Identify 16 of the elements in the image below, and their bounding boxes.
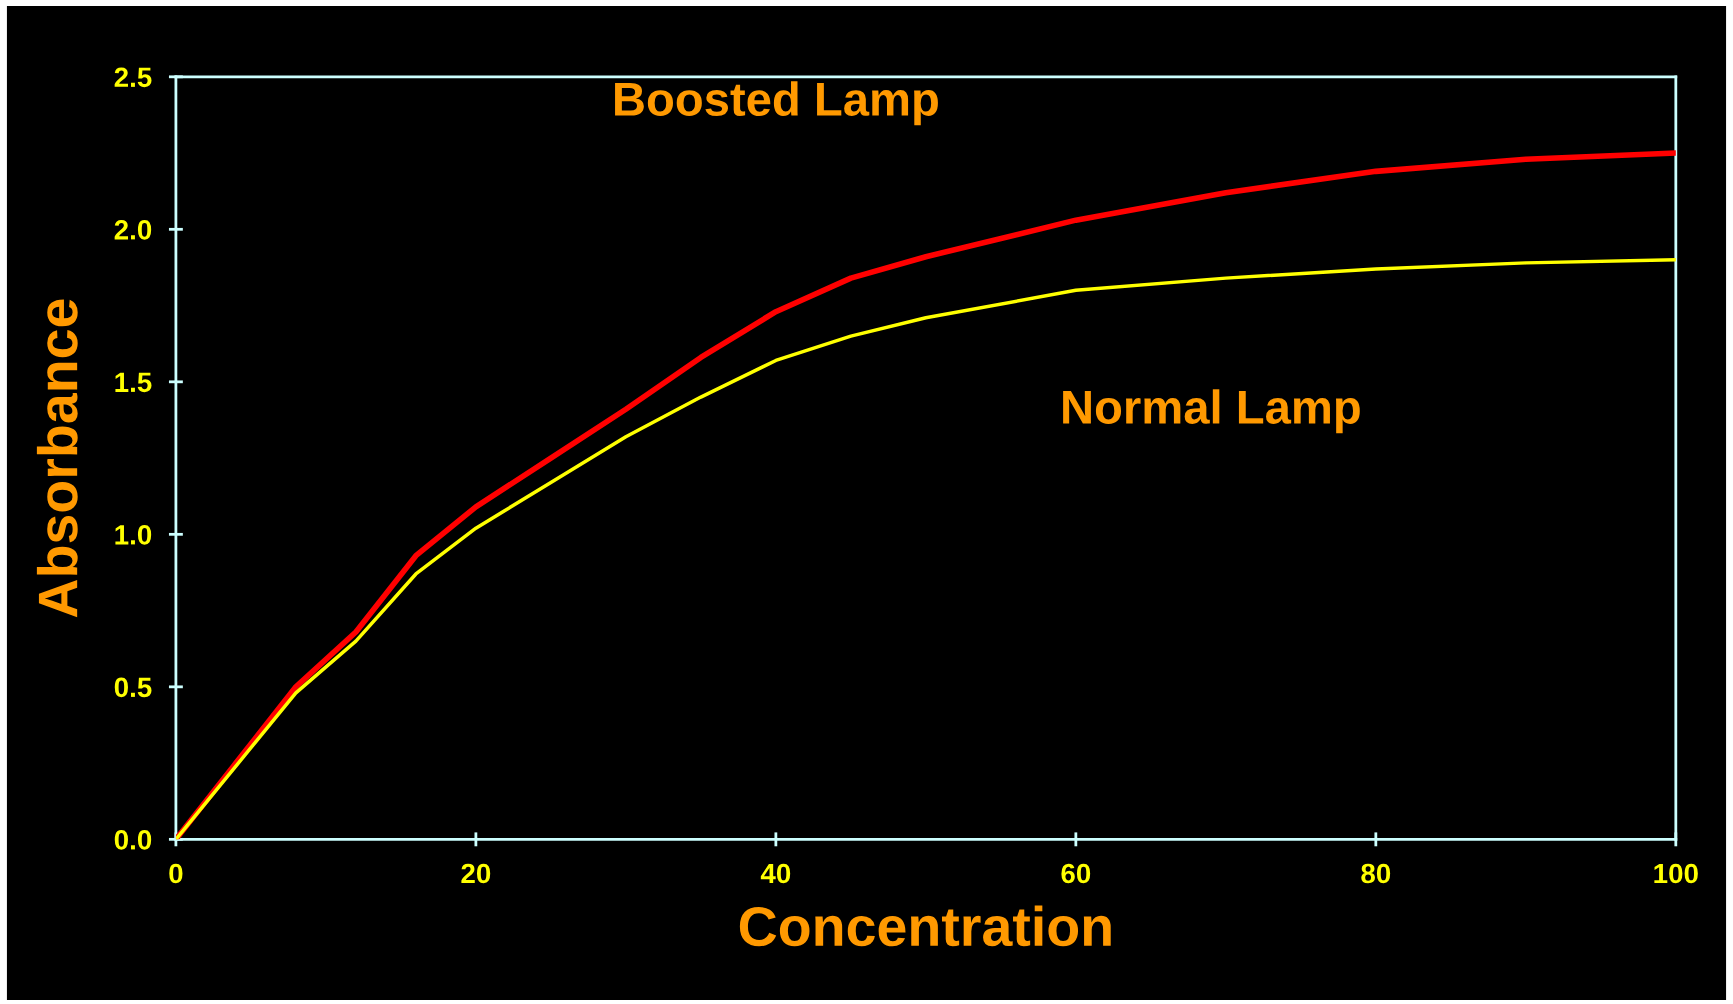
y-tick-label: 1.0 bbox=[115, 525, 152, 545]
text: Normal Lamp bbox=[1063, 389, 1360, 434]
y-tick-label: 2.5 bbox=[114, 67, 152, 88]
x-tick-label: 20 bbox=[461, 863, 491, 884]
y-tick-label: 0.0 bbox=[114, 830, 152, 850]
text: Boosted Lamp bbox=[615, 81, 938, 126]
x-tick-label: 60 bbox=[1061, 863, 1091, 884]
y-tick-label: 1.5 bbox=[115, 372, 152, 393]
x-axis-title: Concentration bbox=[739, 905, 1111, 947]
y-tick-label: 0.5 bbox=[114, 677, 152, 698]
x-tick-label: 40 bbox=[760, 863, 791, 884]
x-tick-label: 80 bbox=[1361, 863, 1391, 884]
y-axis-title: Absorbance bbox=[36, 299, 78, 618]
x-tick-label: 0 bbox=[169, 863, 183, 884]
x-tick-label: 100 bbox=[1654, 863, 1698, 884]
y-tick-label: 2.0 bbox=[114, 219, 152, 240]
